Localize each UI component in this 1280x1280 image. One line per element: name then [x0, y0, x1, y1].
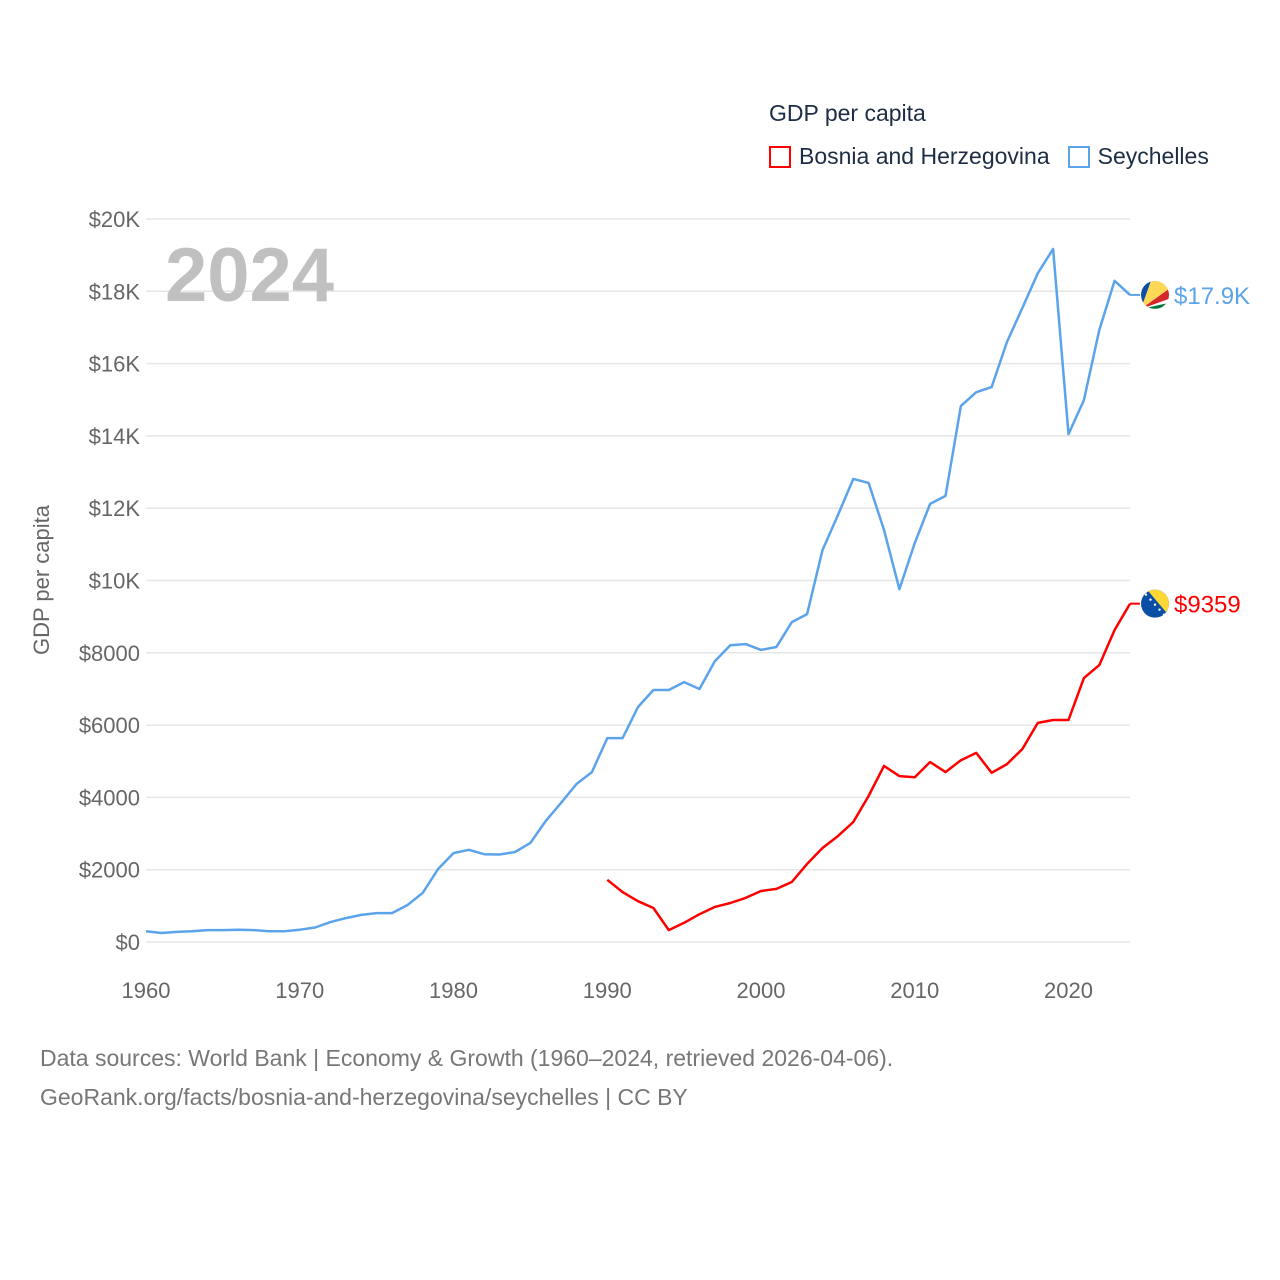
- x-tick-label: 2020: [1044, 978, 1093, 1003]
- y-tick-label: $8000: [79, 641, 140, 666]
- x-tick-label: 1960: [122, 978, 171, 1003]
- year-label: 2024: [165, 233, 335, 318]
- x-tick-label: 1970: [275, 978, 324, 1003]
- legend-swatch: [1067, 145, 1090, 168]
- y-axis-label: GDP per capita: [29, 504, 54, 656]
- y-tick-label: $0: [116, 930, 140, 955]
- y-tick-label: $4000: [79, 785, 140, 810]
- series-line-bosnia: [606, 603, 1132, 932]
- y-tick-label: $10K: [89, 569, 141, 594]
- legend-label: Bosnia and Herzegovina: [799, 143, 1050, 169]
- legend-label: Seychelles: [1097, 143, 1209, 169]
- x-tick-label: 2000: [737, 978, 786, 1003]
- seychelles-flag-icon: [1141, 280, 1169, 309]
- y-tick-label: $14K: [89, 424, 141, 449]
- y-tick-label: $18K: [89, 279, 141, 304]
- series-line-seychelles: [145, 247, 1131, 935]
- footer-link[interactable]: GeoRank.org/facts/bosnia-and-herzegovina…: [40, 1084, 688, 1110]
- legend-item-seychelles[interactable]: Seychelles: [1067, 143, 1209, 170]
- legend: Bosnia and Herzegovina Seychelles: [769, 143, 1227, 170]
- footer-sources: Data sources: World Bank | Economy & Gro…: [40, 1045, 894, 1071]
- legend-title: GDP per capita: [769, 100, 926, 126]
- end-value-label: $17.9K: [1174, 283, 1250, 310]
- x-tick-label: 2010: [890, 978, 939, 1003]
- y-tick-label: $20K: [89, 207, 141, 232]
- legend-item-bosnia[interactable]: Bosnia and Herzegovina: [769, 143, 1050, 170]
- end-value-label: $9359: [1174, 592, 1241, 619]
- x-tick-label: 1980: [429, 978, 478, 1003]
- legend-swatch: [769, 145, 791, 168]
- y-tick-label: $6000: [79, 713, 140, 738]
- x-tick-label: 1990: [583, 978, 632, 1003]
- y-tick-label: $16K: [89, 352, 141, 377]
- y-tick-label: $2000: [79, 858, 140, 883]
- bosnia-flag-icon: [1141, 589, 1169, 618]
- y-tick-label: $12K: [89, 496, 141, 521]
